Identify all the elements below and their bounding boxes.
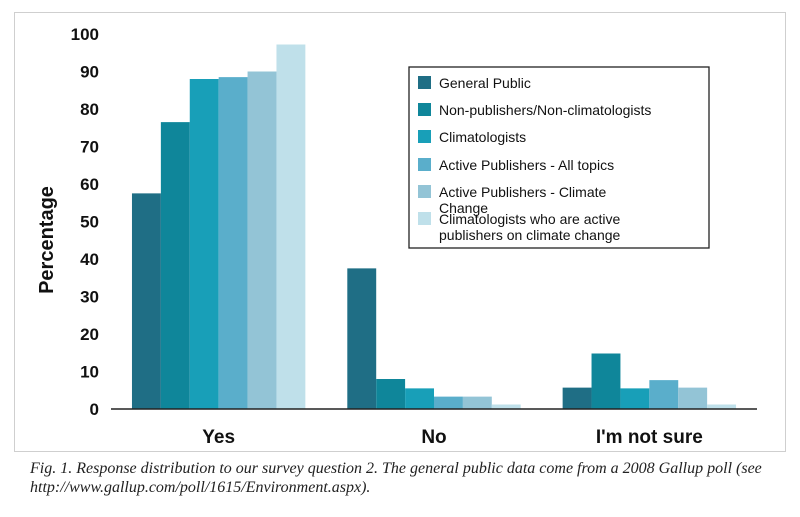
bar: [678, 387, 708, 409]
y-tick-label: 10: [80, 363, 99, 382]
y-tick-label: 80: [80, 100, 99, 119]
bar: [649, 380, 679, 409]
bar: [376, 379, 406, 409]
legend-swatch: [418, 185, 431, 198]
bar: [491, 404, 521, 409]
y-tick-label: 90: [80, 63, 99, 82]
bar: [434, 396, 463, 409]
bar: [247, 71, 277, 409]
category-label: I'm not sure: [596, 427, 703, 448]
legend-swatch: [418, 103, 431, 116]
y-tick-label: 100: [71, 25, 99, 44]
chart-frame: 0 10 20 30 40 50 60 70 80 90 100 Yes No I'm not sure…: [14, 12, 786, 452]
bar-chart: 0 10 20 30 40 50 60 70 80 90 100 Yes No I'm not sure…: [36, 25, 757, 448]
legend-swatch: [418, 212, 431, 225]
bar: [562, 387, 592, 409]
y-axis: 0 10 20 30 40 50 60 70 80 90 100: [71, 25, 99, 419]
legend-label: Climatologists who are active publishers …: [439, 211, 621, 243]
y-tick-label: 30: [80, 288, 99, 307]
legend: General Public Non-publishers/Non-climato…: [408, 66, 710, 249]
legend-label: Non-publishers/Non-climatologists: [439, 102, 651, 118]
legend-swatch: [418, 130, 431, 143]
legend-label: General Public: [439, 75, 531, 91]
x-axis: Yes No I'm not sure: [111, 408, 757, 448]
y-tick-label: 20: [80, 325, 99, 344]
bar: [591, 353, 621, 409]
bar: [276, 44, 306, 409]
bar: [189, 79, 219, 409]
bar: [707, 404, 737, 409]
y-tick-label: 60: [80, 175, 99, 194]
category-label: No: [421, 427, 446, 448]
legend-swatch: [418, 158, 431, 171]
bar: [620, 388, 650, 409]
bar: [462, 396, 492, 409]
y-tick-label: 50: [80, 213, 99, 232]
bar: [160, 122, 190, 409]
legend-swatch: [418, 76, 431, 89]
y-axis-label: Percentage: [36, 186, 58, 294]
legend-label: Active Publishers - Climate Change: [439, 184, 606, 216]
y-tick-label: 70: [80, 138, 99, 157]
legend-label: Climatologists: [439, 129, 526, 145]
bar: [405, 388, 434, 409]
legend-label: Active Publishers - All topics: [439, 157, 614, 173]
legend-box: [408, 66, 710, 249]
category-label: Yes: [202, 427, 235, 448]
y-tick-label: 40: [80, 250, 99, 269]
bars: [131, 44, 737, 409]
figure-caption: Fig. 1. Response distribution to our sur…: [30, 460, 762, 496]
bar: [218, 77, 248, 409]
bar: [131, 193, 161, 409]
y-tick-label: 0: [90, 400, 99, 419]
bar: [347, 268, 377, 409]
